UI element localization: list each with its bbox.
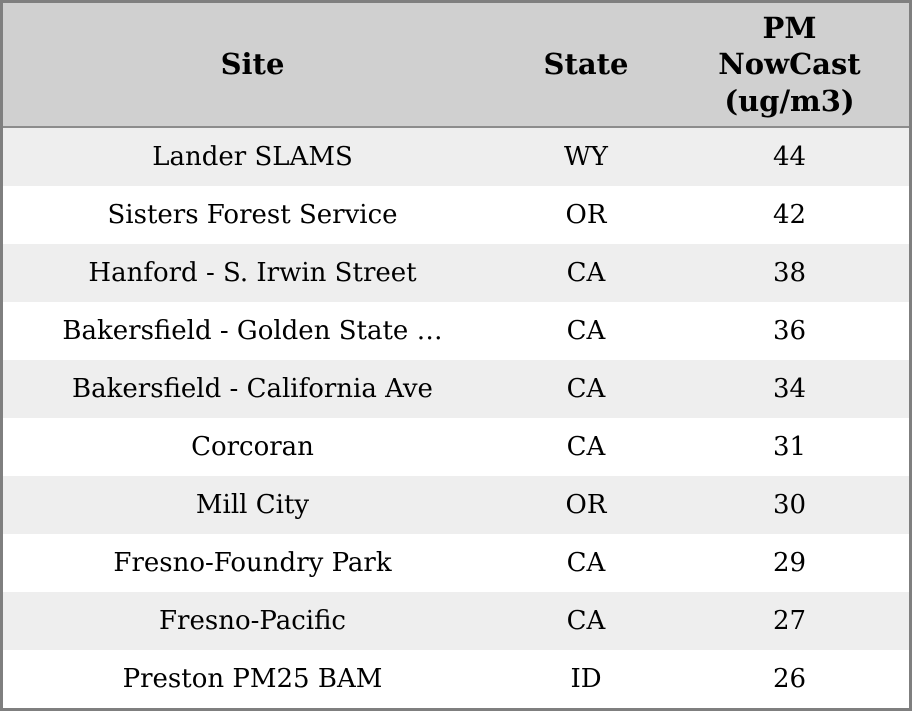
- column-header-pm-nowcast[interactable]: PM NowCast (ug/m3): [670, 3, 909, 128]
- site-cell: Hanford - S. Irwin Street: [3, 244, 502, 302]
- pm-value-cell: 42: [670, 186, 909, 244]
- pm-value-cell: 30: [670, 476, 909, 534]
- site-cell: Bakersfield - California Ave: [3, 360, 502, 418]
- state-cell: OR: [502, 476, 670, 534]
- site-cell: Corcoran: [3, 418, 502, 476]
- state-cell: CA: [502, 302, 670, 360]
- header-row: Site State PM NowCast (ug/m3): [3, 3, 909, 128]
- pm-value-cell: 29: [670, 534, 909, 592]
- table-header: Site State PM NowCast (ug/m3): [3, 3, 909, 128]
- state-cell: CA: [502, 360, 670, 418]
- pm-value-cell: 27: [670, 592, 909, 650]
- table-row[interactable]: Bakersfield - Golden State … CA 36: [3, 302, 909, 360]
- pm-value-cell: 44: [670, 128, 909, 186]
- site-cell: Sisters Forest Service: [3, 186, 502, 244]
- column-header-site[interactable]: Site: [3, 3, 502, 128]
- table-row[interactable]: Bakersfield - California Ave CA 34: [3, 360, 909, 418]
- column-header-state[interactable]: State: [502, 3, 670, 128]
- pm-value-cell: 31: [670, 418, 909, 476]
- site-cell: Bakersfield - Golden State …: [3, 302, 502, 360]
- pm-value-cell: 26: [670, 650, 909, 708]
- site-cell: Fresno-Foundry Park: [3, 534, 502, 592]
- table-row[interactable]: Corcoran CA 31: [3, 418, 909, 476]
- table-row[interactable]: Lander SLAMS WY 44: [3, 128, 909, 186]
- site-cell: Fresno-Pacific: [3, 592, 502, 650]
- pm-value-cell: 36: [670, 302, 909, 360]
- state-cell: OR: [502, 186, 670, 244]
- table-row[interactable]: Mill City OR 30: [3, 476, 909, 534]
- table-row[interactable]: Sisters Forest Service OR 42: [3, 186, 909, 244]
- table-row[interactable]: Preston PM25 BAM ID 26: [3, 650, 909, 708]
- table-body: Lander SLAMS WY 44 Sisters Forest Servic…: [3, 128, 909, 708]
- site-cell: Preston PM25 BAM: [3, 650, 502, 708]
- state-cell: CA: [502, 592, 670, 650]
- state-cell: CA: [502, 244, 670, 302]
- site-cell: Lander SLAMS: [3, 128, 502, 186]
- state-cell: CA: [502, 534, 670, 592]
- table-row[interactable]: Fresno-Foundry Park CA 29: [3, 534, 909, 592]
- table-row[interactable]: Hanford - S. Irwin Street CA 38: [3, 244, 909, 302]
- state-cell: WY: [502, 128, 670, 186]
- pm-value-cell: 34: [670, 360, 909, 418]
- table-row[interactable]: Fresno-Pacific CA 27: [3, 592, 909, 650]
- pm-value-cell: 38: [670, 244, 909, 302]
- state-cell: ID: [502, 650, 670, 708]
- state-cell: CA: [502, 418, 670, 476]
- site-cell: Mill City: [3, 476, 502, 534]
